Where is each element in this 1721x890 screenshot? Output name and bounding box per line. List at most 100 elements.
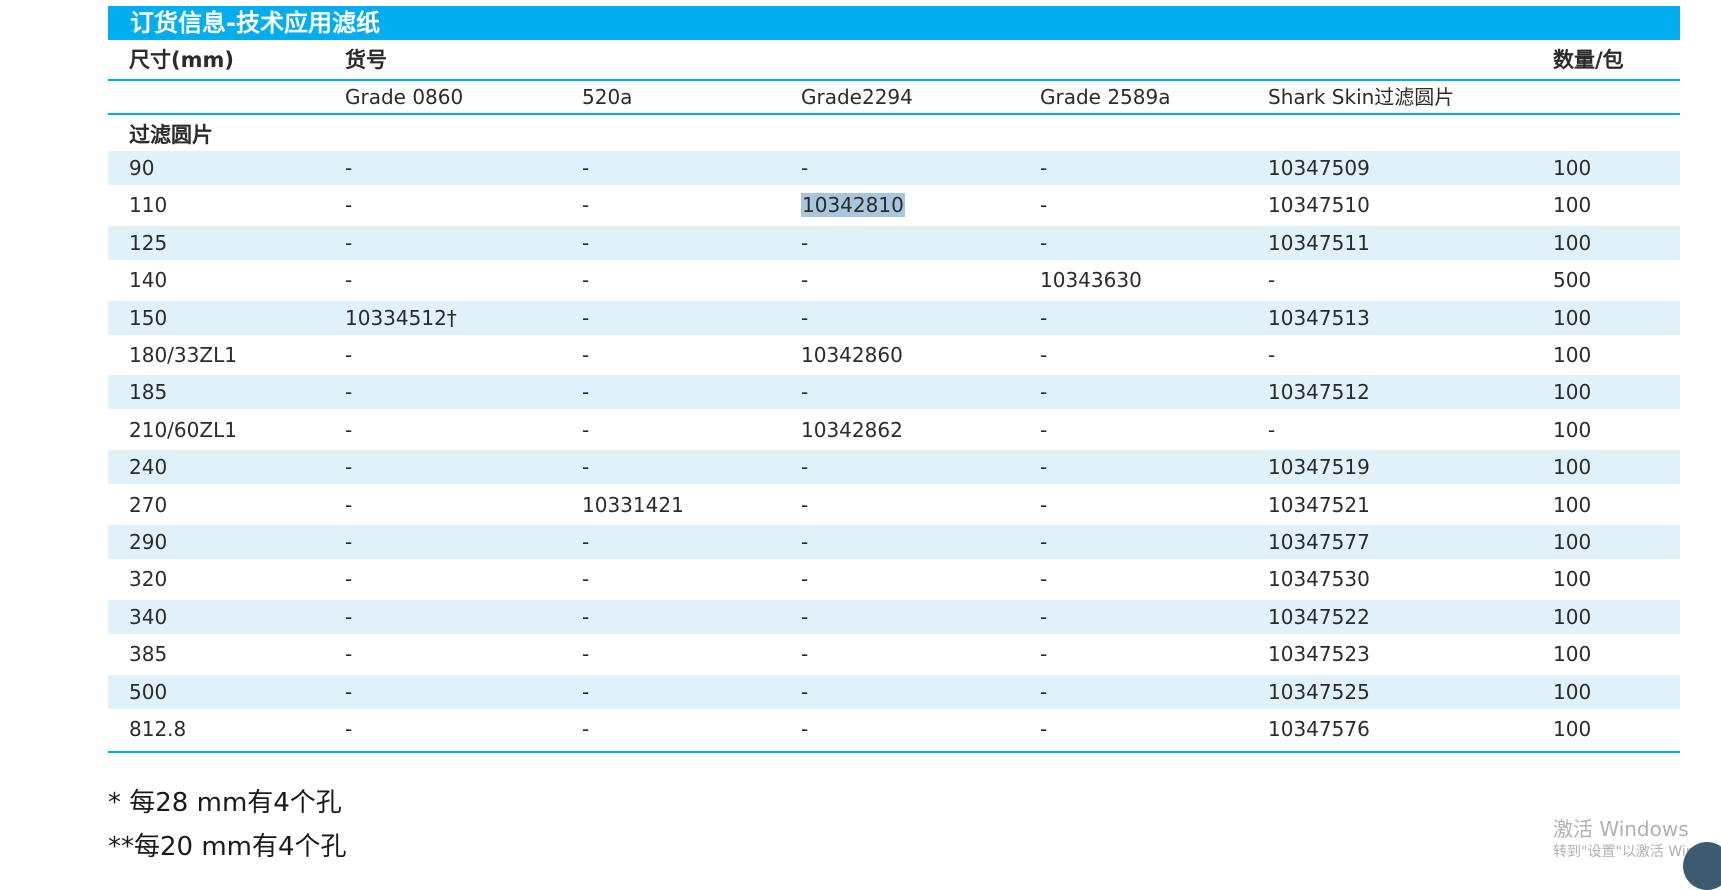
table-row <box>108 263 1680 297</box>
table-row <box>108 151 1680 185</box>
catalog-number-cell: 10347530 <box>1268 567 1370 591</box>
catalog-number-cell: 10347576 <box>1268 717 1370 741</box>
catalog-number-cell: 10334512† <box>345 306 457 330</box>
catalog-number-cell: 10347522 <box>1268 605 1370 629</box>
qty-cell: 100 <box>1553 530 1592 554</box>
catalog-number-cell: - <box>801 380 809 404</box>
catalog-number-cell: - <box>1040 455 1048 479</box>
catalog-number-cell: - <box>345 268 353 292</box>
catalog-number-cell: - <box>582 343 590 367</box>
catalog-number-cell: 10347577 <box>1268 530 1370 554</box>
table-title: 订货信息-技术应用滤纸 <box>108 6 1680 40</box>
qty-cell: 100 <box>1553 343 1592 367</box>
catalog-number-cell: - <box>345 567 353 591</box>
catalog-number-cell: - <box>801 231 809 255</box>
catalog-number-cell: - <box>345 530 353 554</box>
catalog-number-cell: - <box>582 567 590 591</box>
catalog-number-cell: - <box>1040 530 1048 554</box>
size-cell: 140 <box>129 268 168 292</box>
grade-header: Grade 2589a <box>1040 85 1171 109</box>
catalog-number-cell: - <box>801 642 809 666</box>
catalog-number-cell: - <box>801 717 809 741</box>
catalog-number-cell: 10342810 <box>801 193 905 217</box>
size-cell: 90 <box>129 156 155 180</box>
catalog-number-cell: 10347513 <box>1268 306 1370 330</box>
catalog-number-cell: - <box>345 605 353 629</box>
table-row <box>108 525 1680 559</box>
table-row <box>108 375 1680 409</box>
table-row <box>108 488 1680 522</box>
table-row <box>108 562 1680 596</box>
qty-cell: 100 <box>1553 231 1592 255</box>
table-row <box>108 450 1680 484</box>
catalog-number-cell: - <box>582 268 590 292</box>
qty-cell: 100 <box>1553 380 1592 404</box>
selected-text[interactable]: 10342810 <box>801 193 905 217</box>
table-row <box>108 675 1680 709</box>
catalog-number-cell: - <box>582 717 590 741</box>
catalog-number-cell: - <box>345 156 353 180</box>
catalog-number-cell: - <box>345 455 353 479</box>
catalog-number-cell: - <box>582 380 590 404</box>
catalog-number-cell: 10347511 <box>1268 231 1370 255</box>
catalog-number-cell: 10342862 <box>801 418 903 442</box>
catalog-number-cell: - <box>801 493 809 517</box>
size-cell: 290 <box>129 530 168 554</box>
catalog-number-cell: - <box>582 156 590 180</box>
catalog-number-cell: - <box>345 343 353 367</box>
catalog-number-cell: 10347510 <box>1268 193 1370 217</box>
table-row <box>108 301 1680 335</box>
catalog-number-cell: - <box>582 418 590 442</box>
catalog-number-cell: - <box>1040 680 1048 704</box>
catalog-number-cell: 10347512 <box>1268 380 1370 404</box>
catalog-number-cell: - <box>582 231 590 255</box>
size-cell: 240 <box>129 455 168 479</box>
catalog-number-cell: - <box>345 193 353 217</box>
size-cell: 500 <box>129 680 168 704</box>
footnote: **每20 mm有4个孔 <box>108 832 347 862</box>
catalog-number-cell: - <box>345 493 353 517</box>
catalog-number-cell: 10347521 <box>1268 493 1370 517</box>
qty-cell: 100 <box>1553 642 1592 666</box>
size-cell: 210/60ZL1 <box>129 418 237 442</box>
table-row <box>108 600 1680 634</box>
section-label: 过滤圆片 <box>129 123 213 147</box>
activation-watermark-hint: 转到"设置"以激活 Windows <box>1553 844 1721 860</box>
catalog-number-cell: - <box>345 717 353 741</box>
catalog-number-cell: 10343630 <box>1040 268 1142 292</box>
size-cell: 270 <box>129 493 168 517</box>
catalog-number-cell: - <box>1268 418 1276 442</box>
catalog-number-cell: - <box>1040 156 1048 180</box>
catalog-number-cell: - <box>801 156 809 180</box>
size-cell: 385 <box>129 642 168 666</box>
table-bottom-rule <box>108 751 1680 753</box>
catalog-number-cell: - <box>801 605 809 629</box>
header-rule <box>108 79 1680 81</box>
qty-cell: 100 <box>1553 306 1592 330</box>
table-row <box>108 712 1680 746</box>
catalog-number-cell: - <box>345 680 353 704</box>
catalog-number-cell: 10347509 <box>1268 156 1370 180</box>
catalog-number-cell: 10347525 <box>1268 680 1370 704</box>
qty-cell: 100 <box>1553 455 1592 479</box>
catalog-number-cell: - <box>801 567 809 591</box>
header-size: 尺寸(mm) <box>129 48 234 72</box>
catalog-number-cell: 10342860 <box>801 343 903 367</box>
catalog-number-cell: - <box>1040 193 1048 217</box>
size-cell: 110 <box>129 193 168 217</box>
catalog-number-cell: - <box>582 680 590 704</box>
activation-watermark: 激活 Windows <box>1553 817 1689 841</box>
catalog-number-cell: - <box>345 642 353 666</box>
grade-header: 520a <box>582 85 633 109</box>
catalog-number-cell: - <box>582 455 590 479</box>
size-cell: 340 <box>129 605 168 629</box>
catalog-number-cell: - <box>345 380 353 404</box>
qty-cell: 100 <box>1553 680 1592 704</box>
catalog-number-cell: - <box>801 530 809 554</box>
catalog-number-cell: - <box>801 455 809 479</box>
catalog-number-cell: - <box>801 680 809 704</box>
catalog-number-cell: 10347519 <box>1268 455 1370 479</box>
catalog-number-cell: - <box>1040 418 1048 442</box>
grade-header: Grade 0860 <box>345 85 464 109</box>
header-qty: 数量/包 <box>1553 48 1624 72</box>
